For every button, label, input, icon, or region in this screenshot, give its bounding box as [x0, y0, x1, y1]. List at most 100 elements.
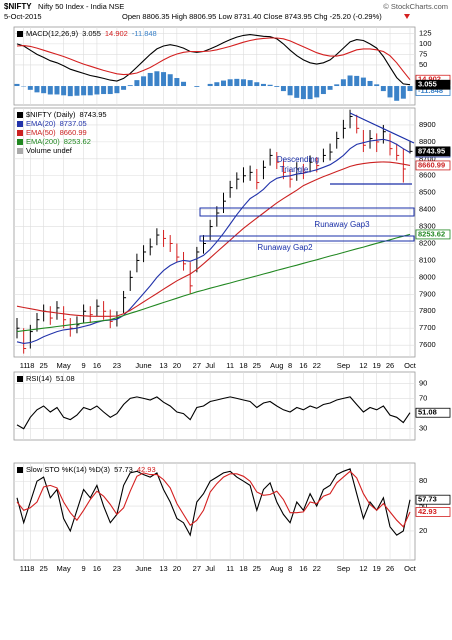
x-tick-label: Jul — [205, 361, 215, 370]
histogram-bar — [334, 84, 340, 87]
series-line — [16, 138, 411, 344]
histogram-bar — [54, 86, 60, 95]
x-tick-label: 25 — [39, 564, 47, 573]
y-tick-label: 50 — [419, 60, 427, 69]
y-tick-label: 50 — [419, 501, 427, 510]
x-tick-label: 9 — [82, 361, 86, 370]
histogram-bar — [394, 86, 400, 101]
x-tick-label: 11 — [226, 361, 234, 370]
series-line — [16, 470, 411, 528]
y-tick-label: 90 — [419, 378, 427, 387]
histogram-bar — [61, 86, 67, 96]
x-tick-label: 16 — [299, 564, 307, 573]
histogram-bar — [147, 72, 153, 87]
legend-title: MACD(12,26,9) — [26, 29, 79, 38]
histogram-bar — [327, 86, 333, 90]
legend-value: -11.848 — [132, 29, 157, 38]
gap3-box — [199, 207, 415, 217]
x-tick-label: 25 — [39, 361, 47, 370]
histogram-bar — [67, 86, 73, 97]
histogram-bar — [294, 86, 300, 98]
histogram-bar — [267, 84, 273, 87]
series-line — [16, 161, 411, 317]
y-tick-label: 75 — [419, 49, 427, 58]
series-line — [16, 396, 411, 430]
x-tick-label: 19 — [373, 361, 381, 370]
instrument-name: Nifty 50 Index - India NSE — [38, 2, 124, 11]
histogram-bar — [27, 86, 33, 90]
histogram-bar — [254, 82, 260, 87]
histogram-bar — [354, 75, 360, 87]
y-tick-label: 8700 — [419, 154, 436, 163]
histogram-bar — [407, 86, 413, 92]
y-tick-label: 8400 — [419, 205, 436, 214]
x-tick-label: 23 — [113, 564, 121, 573]
histogram-bar — [314, 86, 320, 98]
panel-frame — [13, 26, 416, 106]
histogram-bar — [34, 86, 40, 93]
legend-value: 8253.62 — [64, 137, 91, 146]
value-tag — [415, 229, 451, 240]
legend-swatch — [17, 31, 23, 37]
value-tag-label: 51.08 — [418, 408, 437, 417]
legend-value: 57.73 — [114, 465, 133, 474]
legend-swatch — [17, 139, 23, 145]
x-tick-label: 12 — [359, 361, 367, 370]
histogram-bar — [214, 82, 220, 87]
legend-swatch — [17, 121, 23, 127]
histogram-bar — [380, 86, 386, 92]
histogram-bar — [247, 80, 253, 87]
plot-layer: 5075100125-11.84814.9023.055MACD(12,26,9… — [13, 26, 451, 573]
histogram-bar — [154, 71, 160, 87]
histogram-bar — [107, 86, 113, 95]
histogram-bar — [101, 86, 107, 95]
histogram-bar — [94, 86, 100, 95]
histogram-bar — [300, 86, 306, 100]
x-tick-label: 11 — [20, 361, 28, 370]
value-tag — [415, 146, 451, 157]
annotation: Runaway Gap2 — [257, 243, 313, 252]
x-tick-label: 20 — [173, 361, 181, 370]
value-tag-label: -11.848 — [418, 86, 443, 95]
legend-swatch — [17, 376, 23, 382]
x-tick-label: 11 — [226, 564, 234, 573]
x-tick-label: 12 — [359, 564, 367, 573]
legend-name: $NIFTY (Daily) — [26, 110, 76, 119]
value-tag — [415, 407, 451, 418]
x-tick-label: 25 — [253, 361, 261, 370]
legend-value: 3.055 — [82, 29, 101, 38]
y-tick-label: 8000 — [419, 272, 436, 281]
value-tag-label: 57.73 — [418, 495, 437, 504]
x-tick-label: 20 — [173, 564, 181, 573]
y-tick-label: 8300 — [419, 222, 436, 231]
x-tick-label: 18 — [26, 361, 34, 370]
value-tag — [415, 494, 451, 505]
histogram-bar — [207, 83, 213, 87]
value-tag — [415, 160, 451, 171]
histogram-bar — [227, 79, 233, 87]
histogram-bar — [307, 86, 313, 100]
annotation: Runaway Gap3 — [314, 220, 370, 229]
x-tick-label: Oct — [404, 361, 417, 370]
histogram-bar — [74, 86, 80, 96]
value-tag-label: 42.93 — [418, 507, 437, 516]
histogram-bar — [134, 80, 140, 87]
x-tick-label: 26 — [386, 564, 394, 573]
x-tick-label: Sep — [337, 361, 350, 370]
annotation-layer: Descending Triangle Runaway Gap3 Runaway… — [199, 112, 415, 252]
value-tag-label: 8743.95 — [418, 146, 445, 155]
histogram-bar — [194, 86, 200, 87]
series-line — [16, 37, 411, 81]
y-tick-label: 80 — [419, 476, 427, 485]
x-tick-label: 19 — [373, 564, 381, 573]
source: © StockCharts.com — [383, 2, 448, 11]
histogram-bar — [367, 80, 373, 87]
x-tick-label: 18 — [239, 361, 247, 370]
legend-value: 51.08 — [56, 374, 75, 383]
y-tick-label: 8600 — [419, 171, 436, 180]
y-tick-label: 7600 — [419, 340, 436, 349]
legend-value: 14.902 — [105, 29, 128, 38]
symbol: $NIFTY — [4, 2, 32, 11]
value-tag-label: 8660.99 — [418, 160, 445, 169]
